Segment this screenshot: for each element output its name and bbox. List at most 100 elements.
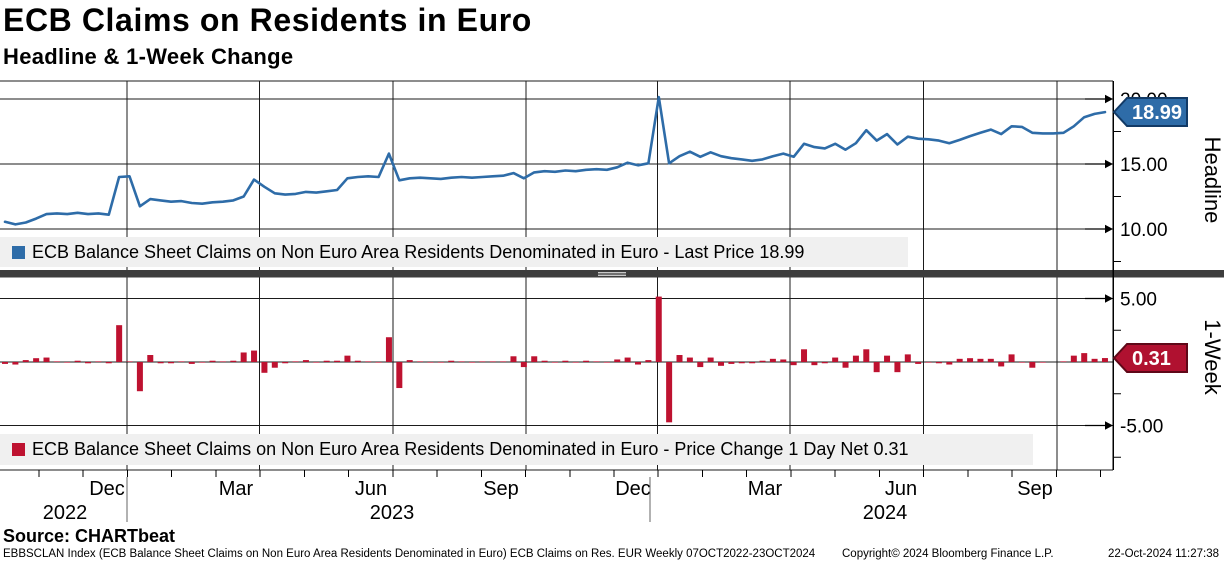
last-change-badge <box>1112 343 1188 373</box>
bar <box>634 362 641 365</box>
bar <box>915 362 922 364</box>
bar <box>811 362 818 366</box>
bar <box>95 361 102 362</box>
bar <box>126 361 133 362</box>
one-week-axis-title: 1-Week <box>1200 319 1224 395</box>
footer-copyright: Copyright© 2024 Bloomberg Finance L.P. <box>842 548 1054 560</box>
bar <box>956 358 963 362</box>
bar <box>925 362 932 363</box>
bar <box>354 360 361 362</box>
bar <box>759 360 766 362</box>
bar <box>676 355 683 362</box>
last-change-badge-label: 0.31 <box>1132 348 1171 370</box>
bar <box>375 362 382 363</box>
bar <box>292 361 299 362</box>
bar <box>188 362 195 364</box>
bar <box>406 360 413 362</box>
x-year-label: 2022 <box>43 502 88 524</box>
bar <box>1018 362 1025 363</box>
bar <box>1091 358 1098 362</box>
bar <box>323 360 330 362</box>
bar <box>500 361 507 362</box>
bar <box>271 362 278 368</box>
x-month-label: Dec <box>615 478 651 500</box>
bar <box>282 362 289 364</box>
bar <box>801 349 808 362</box>
bar <box>645 360 652 362</box>
bar <box>946 362 953 365</box>
bar <box>458 361 465 362</box>
bar <box>842 362 849 368</box>
bar <box>655 296 662 362</box>
bar <box>1081 353 1088 362</box>
x-axis: Dec Mar Jun Sep Dec Mar Jun Sep 2022 2023 2024 <box>38 470 1102 524</box>
bar <box>977 358 984 362</box>
legend-change[interactable]: ECB Balance Sheet Claims on Non Euro Are… <box>0 434 1033 465</box>
bar <box>12 362 19 365</box>
bar <box>967 358 974 362</box>
bar <box>178 361 185 362</box>
x-month-label: Jun <box>885 478 917 500</box>
bar <box>562 360 569 362</box>
bar <box>168 362 175 364</box>
last-price-badge <box>1112 97 1188 127</box>
bar <box>448 360 455 362</box>
bar <box>437 362 444 363</box>
footer-timestamp: 22-Oct-2024 11:27:38 <box>1107 548 1219 560</box>
bar <box>74 360 81 362</box>
bar <box>479 361 486 362</box>
bar <box>551 362 558 363</box>
headline-axis-title: Headline <box>1200 137 1224 224</box>
bar <box>147 355 154 362</box>
bar <box>728 362 735 364</box>
bar <box>302 360 309 362</box>
bar <box>707 357 714 362</box>
bar <box>624 357 631 362</box>
bar <box>852 355 859 362</box>
footer: EBBSCLAN Index (ECB Balance Sheet Claims… <box>0 548 1224 564</box>
bar <box>821 362 828 364</box>
bar <box>1039 362 1046 363</box>
bar <box>904 354 911 362</box>
last-price-badge-label: 18.99 <box>1132 102 1182 124</box>
legend-headline[interactable]: ECB Balance Sheet Claims on Non Euro Are… <box>0 237 908 267</box>
y-tick-label: -5.00 <box>1120 417 1163 438</box>
y-tick-label: 15.00 <box>1120 155 1168 176</box>
bar <box>261 362 268 373</box>
bar <box>230 360 237 362</box>
bar <box>344 355 351 362</box>
headline-line-series <box>3 95 1107 226</box>
bar <box>987 358 994 362</box>
x-year-label: 2024 <box>863 502 908 524</box>
bar <box>334 360 341 362</box>
legend-headline-label: ECB Balance Sheet Claims on Non Euro Are… <box>32 241 805 262</box>
bar <box>22 360 29 362</box>
bar <box>417 361 424 362</box>
chart-title: ECB Claims on Residents in Euro <box>3 2 532 38</box>
bar <box>313 362 320 363</box>
bar <box>749 362 756 364</box>
bar <box>572 362 579 363</box>
bar <box>935 362 942 364</box>
bar <box>510 356 517 362</box>
bar <box>1060 361 1067 362</box>
bar <box>780 359 787 362</box>
bar <box>105 362 112 364</box>
x-month-label: Mar <box>748 478 783 500</box>
bar <box>396 362 403 389</box>
bar <box>385 337 392 362</box>
x-year-label: 2023 <box>370 502 415 524</box>
footer-security-info: EBBSCLAN Index (ECB Balance Sheet Claims… <box>3 548 816 560</box>
bar <box>531 356 538 362</box>
bar <box>666 362 673 423</box>
bar <box>1008 354 1015 362</box>
bar <box>43 357 50 362</box>
bar <box>541 360 548 362</box>
bar <box>1070 355 1077 362</box>
bar <box>209 360 216 362</box>
bar <box>489 361 496 362</box>
bar <box>769 358 776 362</box>
bar <box>1029 362 1036 368</box>
